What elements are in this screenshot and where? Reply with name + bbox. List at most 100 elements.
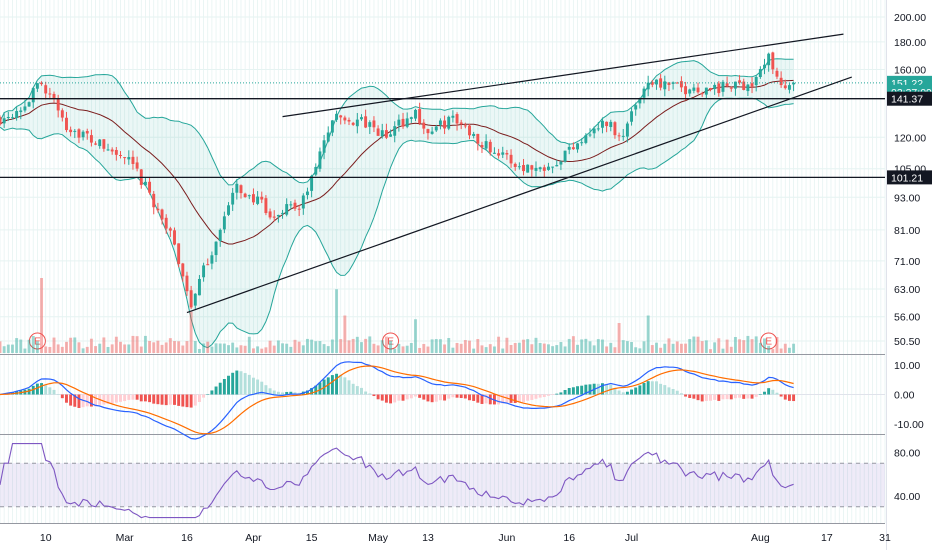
- candle-body[interactable]: [555, 165, 559, 167]
- macd-panel[interactable]: [0, 361, 885, 440]
- candle-body[interactable]: [634, 105, 638, 110]
- candle-body[interactable]: [202, 265, 206, 278]
- candle-body[interactable]: [69, 129, 73, 133]
- candle-body[interactable]: [758, 69, 762, 78]
- trend-line[interactable]: [282, 33, 844, 118]
- candle-body[interactable]: [148, 181, 152, 193]
- candle-body[interactable]: [476, 133, 480, 144]
- candle-body[interactable]: [688, 89, 692, 94]
- candle-body[interactable]: [23, 106, 27, 111]
- candle-body[interactable]: [214, 241, 218, 256]
- candle-body[interactable]: [580, 142, 584, 144]
- candle-body[interactable]: [742, 81, 746, 90]
- candle-body[interactable]: [617, 135, 621, 137]
- candle-body[interactable]: [775, 70, 779, 77]
- candle-body[interactable]: [189, 290, 193, 308]
- candle-body[interactable]: [368, 122, 372, 127]
- candle-body[interactable]: [621, 135, 625, 137]
- candle-body[interactable]: [451, 115, 455, 118]
- candle-body[interactable]: [185, 275, 189, 292]
- candle-body[interactable]: [264, 198, 268, 214]
- candle-body[interactable]: [89, 135, 93, 143]
- candle-body[interactable]: [700, 93, 704, 95]
- candle-body[interactable]: [156, 208, 160, 211]
- candle-body[interactable]: [35, 83, 39, 89]
- candle-body[interactable]: [397, 119, 401, 126]
- candle-body[interactable]: [492, 152, 496, 154]
- rsi-panel[interactable]: [0, 443, 885, 519]
- candle-body[interactable]: [152, 193, 156, 208]
- candle-body[interactable]: [792, 82, 796, 85]
- candle-body[interactable]: [696, 87, 700, 93]
- candle-body[interactable]: [318, 151, 322, 169]
- candle-body[interactable]: [559, 161, 563, 165]
- candle-body[interactable]: [783, 85, 787, 89]
- candle-body[interactable]: [114, 149, 118, 155]
- candle-body[interactable]: [351, 122, 355, 125]
- candle-body[interactable]: [787, 85, 791, 90]
- candle-body[interactable]: [763, 64, 766, 69]
- candle-body[interactable]: [443, 120, 447, 129]
- candle-body[interactable]: [501, 152, 505, 155]
- candle-body[interactable]: [630, 111, 634, 122]
- candle-body[interactable]: [372, 120, 376, 128]
- candle-body[interactable]: [655, 79, 658, 85]
- candle-body[interactable]: [0, 117, 2, 125]
- candle-body[interactable]: [301, 195, 305, 209]
- candle-body[interactable]: [779, 77, 783, 86]
- candle-body[interactable]: [438, 120, 442, 125]
- candle-body[interactable]: [335, 113, 339, 120]
- candle-body[interactable]: [322, 140, 326, 153]
- candle-body[interactable]: [509, 154, 513, 164]
- trend-line[interactable]: [186, 76, 852, 314]
- candle-body[interactable]: [459, 122, 463, 124]
- candle-body[interactable]: [567, 146, 571, 150]
- candle-body[interactable]: [231, 192, 235, 205]
- candle-body[interactable]: [542, 167, 546, 171]
- candle-body[interactable]: [563, 150, 567, 162]
- candle-body[interactable]: [293, 202, 297, 209]
- candle-body[interactable]: [546, 166, 550, 170]
- candle-body[interactable]: [679, 81, 683, 88]
- candle-body[interactable]: [15, 111, 19, 119]
- candle-body[interactable]: [418, 109, 422, 124]
- candle-body[interactable]: [517, 166, 521, 168]
- candle-body[interactable]: [268, 211, 272, 218]
- candle-body[interactable]: [339, 115, 343, 118]
- candle-body[interactable]: [106, 149, 110, 151]
- candle-body[interactable]: [401, 118, 405, 127]
- candle-body[interactable]: [235, 183, 239, 193]
- candle-body[interactable]: [135, 162, 139, 169]
- candle-body[interactable]: [530, 165, 534, 170]
- candle-body[interactable]: [160, 209, 164, 220]
- candle-body[interactable]: [613, 122, 617, 136]
- candle-body[interactable]: [206, 264, 210, 266]
- candle-body[interactable]: [692, 87, 696, 91]
- candle-body[interactable]: [426, 129, 430, 134]
- candle-body[interactable]: [642, 88, 646, 98]
- candle-body[interactable]: [73, 130, 77, 132]
- candle-body[interactable]: [94, 143, 98, 145]
- candle-body[interactable]: [56, 99, 60, 111]
- candle-body[interactable]: [285, 204, 289, 215]
- candle-body[interactable]: [738, 80, 742, 83]
- candle-body[interactable]: [272, 216, 276, 218]
- candle-body[interactable]: [210, 255, 214, 264]
- candle-body[interactable]: [625, 123, 629, 137]
- candle-body[interactable]: [360, 117, 363, 120]
- candle-body[interactable]: [251, 194, 255, 203]
- candle-body[interactable]: [102, 139, 106, 149]
- candle-body[interactable]: [771, 52, 775, 70]
- candle-body[interactable]: [754, 77, 758, 86]
- candle-body[interactable]: [11, 117, 14, 119]
- candle-body[interactable]: [733, 81, 737, 89]
- candle-body[interactable]: [197, 278, 201, 296]
- candle-body[interactable]: [276, 214, 280, 217]
- candle-body[interactable]: [709, 88, 712, 90]
- candle-body[interactable]: [505, 153, 509, 155]
- candle-body[interactable]: [330, 120, 334, 133]
- candle-body[interactable]: [389, 134, 393, 137]
- candle-body[interactable]: [222, 216, 226, 230]
- candle-body[interactable]: [596, 128, 600, 130]
- candle-body[interactable]: [297, 208, 301, 210]
